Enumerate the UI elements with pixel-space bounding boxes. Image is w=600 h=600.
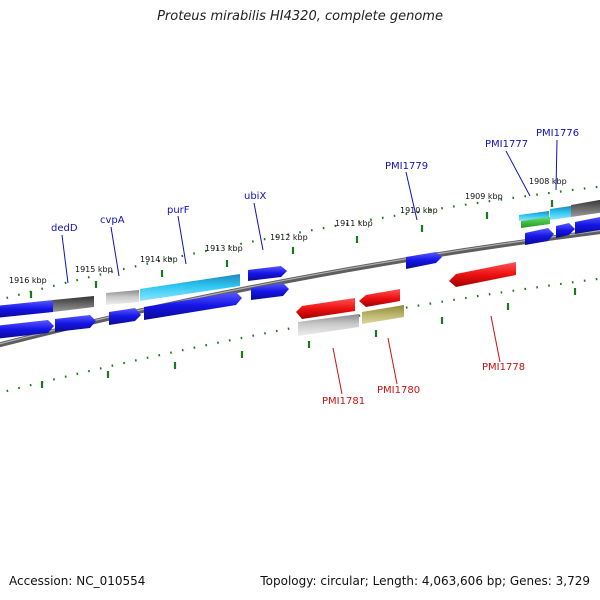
kbp-label: 1916 kbp (9, 276, 47, 285)
gene-label: cvpA (100, 215, 125, 226)
kbp-label: 1911 kbp (335, 219, 373, 228)
gene-label: PMI1779 (385, 161, 428, 172)
gene-feature (571, 199, 600, 217)
accession-text: Accession: NC_010554 (9, 574, 146, 588)
gene-feature (109, 308, 141, 325)
gene-feature (550, 206, 571, 220)
gene-feature (53, 296, 94, 312)
forward-features-upper (0, 199, 600, 318)
gene-label: purF (167, 205, 190, 216)
gene-feature (449, 262, 516, 287)
gene-feature (359, 289, 400, 307)
gene-feature (106, 290, 139, 305)
forward-features-lower (0, 217, 600, 339)
map-title: Proteus mirabilis HI4320, complete genom… (157, 9, 443, 24)
gene-feature (525, 228, 554, 245)
gene-feature (556, 223, 575, 238)
kbp-label: 1914 kbp (140, 255, 178, 264)
gene-label: PMI1776 (536, 128, 579, 139)
kbp-label: 1913 kbp (205, 244, 243, 253)
gene-feature (251, 283, 289, 300)
reverse-features (296, 262, 516, 336)
gene-label: ubiX (244, 191, 266, 202)
gene-feature (0, 320, 54, 339)
kbp-label: 1912 kbp (270, 233, 308, 242)
genome-stats-text: Topology: circular; Length: 4,063,606 bp… (260, 574, 590, 588)
kbp-label: 1908 kbp (529, 177, 567, 186)
forward-gene-callouts (61, 139, 558, 284)
kbp-label: 1915 kbp (75, 265, 113, 274)
gene-feature (406, 252, 442, 269)
forward-major-ticks (29, 200, 554, 298)
gene-feature (521, 217, 550, 228)
reverse-gene-labels: PMI1781 PMI1780 PMI1778 (322, 362, 525, 407)
reverse-major-ticks (40, 288, 577, 388)
gene-feature (298, 314, 359, 336)
kbp-label: 1910 kbp (400, 206, 438, 215)
forward-gene-labels: dedD cvpA purF ubiX PMI1779 PMI1777 PMI1… (51, 128, 579, 234)
reverse-tick-ruler (0, 277, 600, 394)
gene-feature (575, 217, 600, 234)
gene-label: PMI1777 (485, 139, 528, 150)
gene-feature (248, 266, 287, 281)
gene-feature (362, 305, 404, 324)
kbp-label: 1909 kbp (465, 192, 503, 201)
kbp-labels: 1916 kbp 1915 kbp 1914 kbp 1913 kbp 1912… (9, 177, 567, 285)
gene-feature (55, 315, 96, 332)
gene-label: dedD (51, 223, 78, 234)
gene-feature (144, 292, 242, 320)
reverse-gene-callouts (332, 315, 501, 395)
gene-label: PMI1781 (322, 396, 365, 407)
gene-feature (140, 274, 240, 301)
gene-label: PMI1780 (377, 385, 420, 396)
gene-feature (0, 300, 53, 318)
gene-label: PMI1778 (482, 362, 525, 373)
gene-feature (296, 298, 355, 319)
